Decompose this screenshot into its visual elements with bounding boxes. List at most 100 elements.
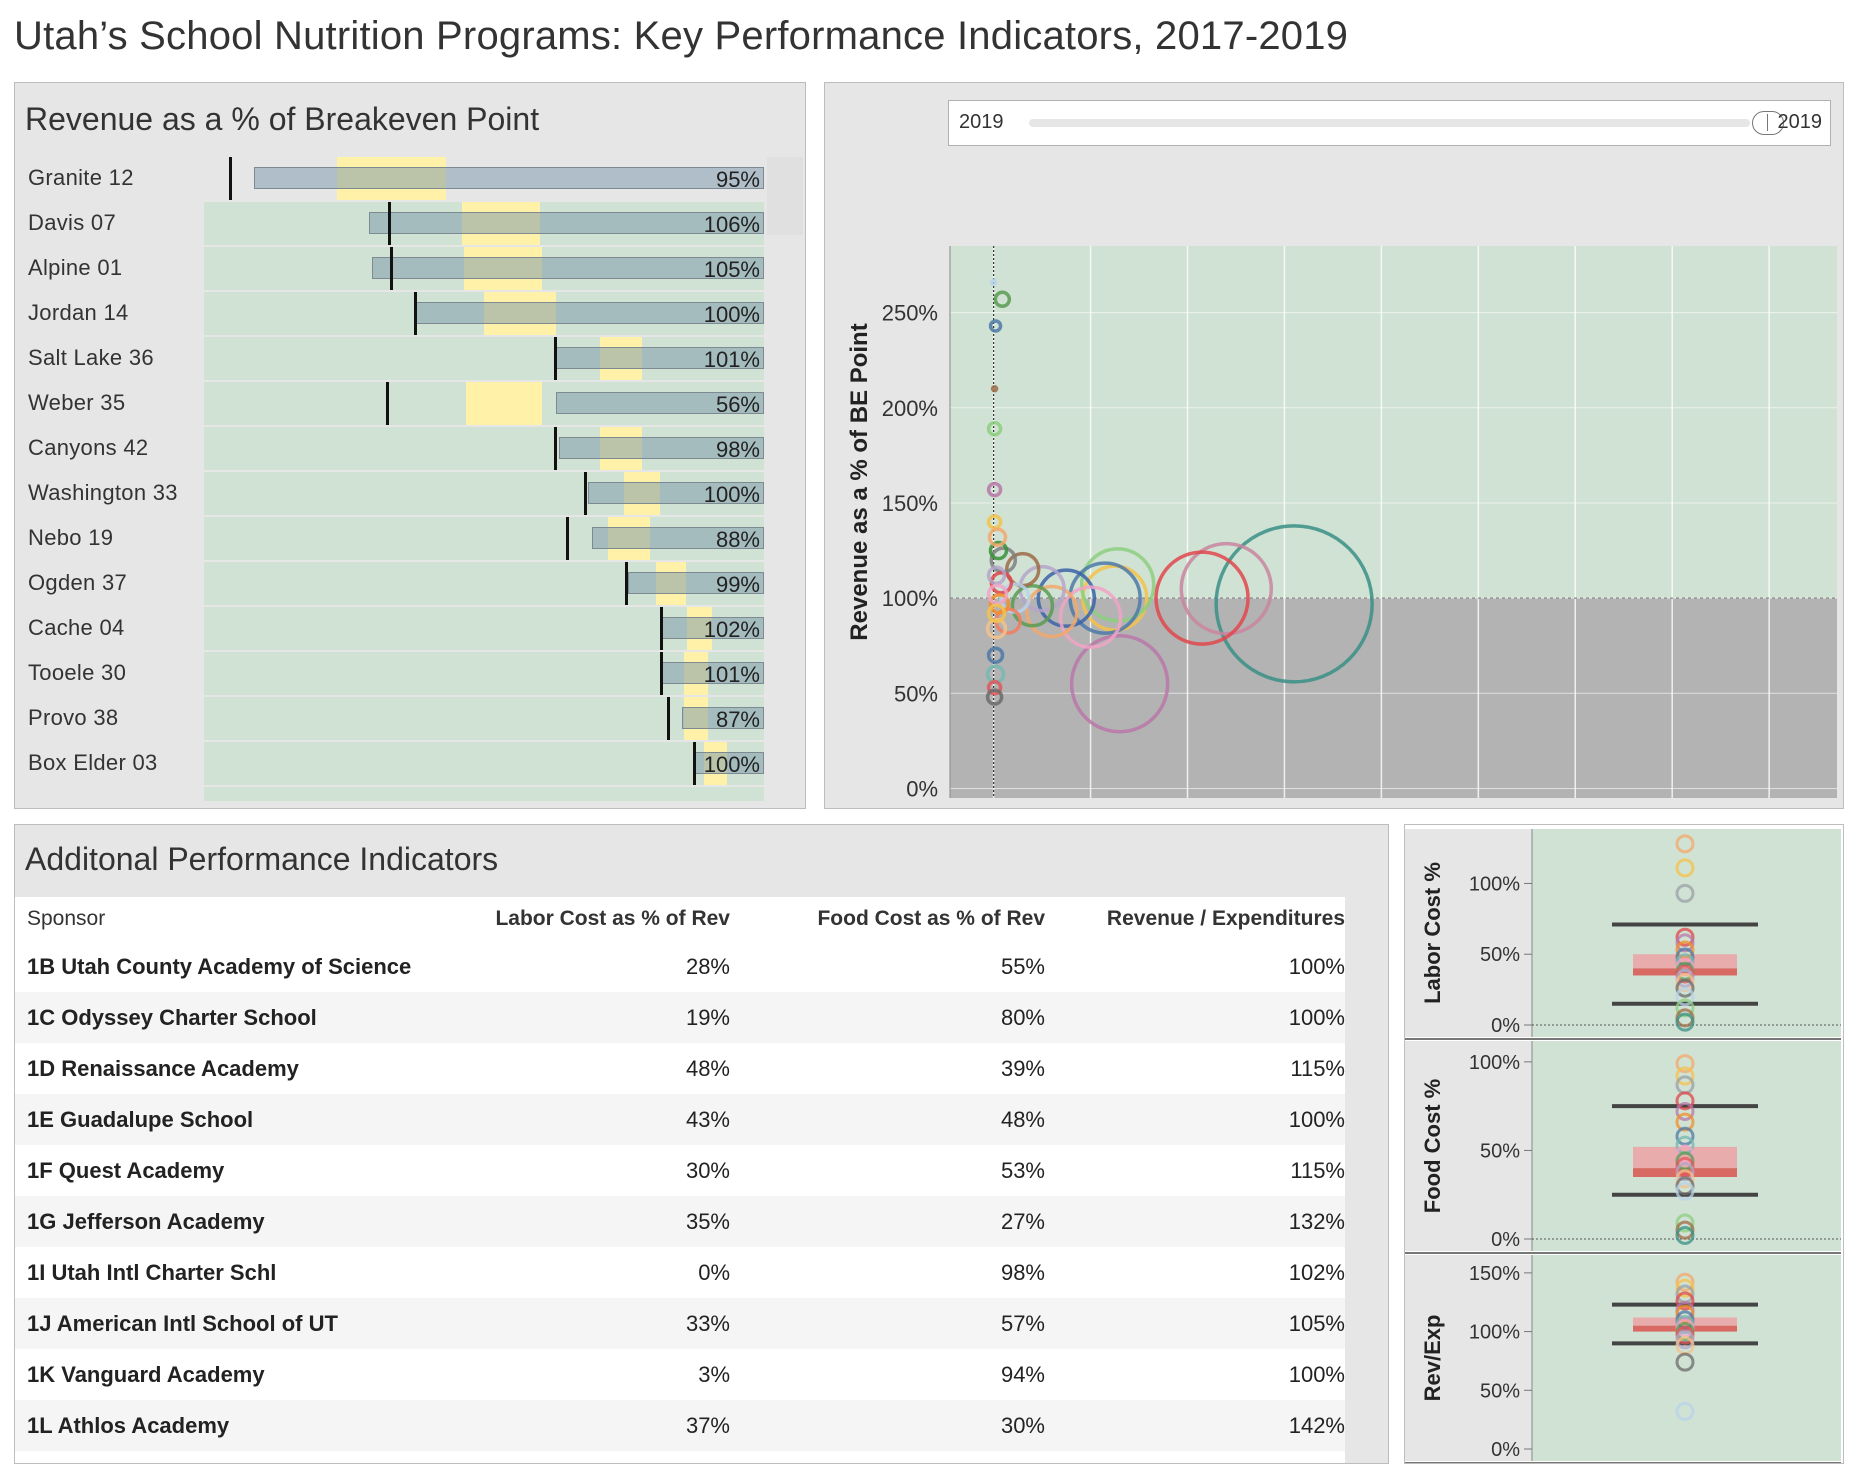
bullet-row-track: 102% — [204, 607, 764, 650]
bullet-row-label: Washington 33 — [28, 480, 178, 505]
y-tick-label: 0% — [906, 776, 938, 801]
bullet-reference-mark — [388, 202, 391, 245]
bullet-row-label: Salt Lake 36 — [28, 345, 154, 370]
metric-cell: 0% — [698, 1260, 730, 1285]
table-header-cell[interactable]: Sponsor — [27, 907, 106, 930]
table-row[interactable]: 1J American Intl School of UT 33% 57% 105% — [15, 1298, 1345, 1349]
bullet-value-label: 100% — [703, 482, 760, 507]
bullet-row[interactable]: Granite 12 95% — [15, 157, 805, 202]
bullet-row-label: Ogden 37 — [28, 570, 128, 595]
boxplots-chart: 0% 50% 100% Labor Cost % 0% 50% 100% Food Cost … — [1405, 829, 1841, 1463]
table-scrollbar[interactable] — [1345, 941, 1385, 991]
dashboard-title: Utah’s School Nutrition Programs: Key Pe… — [14, 14, 1349, 58]
scatter-chart: 0M10M20M30M40M50M60M70M80M0%50%100%150%2… — [846, 246, 1837, 801]
boxplot-point — [1675, 1091, 1695, 1111]
scatter-upper-region — [950, 246, 1837, 599]
bullet-row[interactable]: Canyons 42 98% — [15, 427, 805, 472]
bullet-bar — [588, 482, 764, 504]
scatter-point — [986, 583, 1009, 606]
table-row[interactable]: 1B Utah County Academy of Science 28% 55% 1… — [15, 941, 1345, 992]
scatter-point — [988, 593, 1011, 615]
boxplot-point — [1675, 1176, 1695, 1196]
table-header-cell[interactable]: Labor Cost as % of Rev — [495, 907, 730, 930]
bullet-reference-mark — [554, 337, 557, 380]
scatter-point — [1069, 634, 1170, 734]
bullet-row-track: 95% — [204, 157, 764, 200]
table-row[interactable]: 1L Athlos Academy 37% 30% 142% — [15, 1400, 1345, 1451]
bullet-row[interactable]: Jordan 14 100% — [15, 292, 805, 337]
bullet-row[interactable]: Washington 33 100% — [15, 472, 805, 517]
table-header-row: Sponsor Labor Cost as % of Rev Food Cost a… — [15, 897, 1345, 942]
metric-cell: 35% — [685, 1209, 730, 1234]
table-row[interactable]: 1I Utah Intl Charter Schl 0% 98% 102% — [15, 1247, 1345, 1298]
sponsor-cell: 1G Jefferson Academy — [27, 1209, 265, 1234]
bullet-row-label: Davis 07 — [28, 210, 116, 235]
boxplot-point — [1675, 927, 1695, 947]
table-row[interactable]: 1C Odyssey Charter School 19% 80% 100% — [15, 992, 1345, 1043]
boxplot-point — [1675, 1066, 1695, 1086]
bullet-bar — [254, 167, 764, 189]
table-header-cell[interactable]: Food Cost as % of Rev — [817, 907, 1045, 930]
table-header-cell[interactable]: Revenue / Expenditures — [1106, 907, 1345, 930]
bullet-row[interactable]: Nebo 19 88% — [15, 517, 805, 562]
bullet-reference-mark — [554, 427, 557, 470]
bullet-scrollbar[interactable] — [767, 157, 803, 235]
year-slider[interactable]: 2019 2019 — [948, 100, 1831, 146]
bullet-value-label: 100% — [703, 302, 760, 327]
sponsor-cell: 1B Utah County Academy of Science — [27, 954, 412, 979]
bullet-row[interactable]: Davis 07 106% — [15, 202, 805, 247]
scatter-point — [985, 617, 1008, 640]
scatter-panel: 2019 2019 0M10M20M30M40M50M60M70M80M0%50… — [824, 82, 1844, 809]
boxplot-tick-label: 100% — [1469, 873, 1520, 895]
y-tick-label: 50% — [894, 681, 938, 706]
boxplot-axis-label: Food Cost % — [1420, 1079, 1445, 1213]
bullet-reference-mark — [229, 157, 232, 200]
slider-end-label: 2019 — [1777, 111, 1823, 133]
bullet-target-band — [466, 382, 542, 425]
bullet-row[interactable]: Tooele 30 101% — [15, 652, 805, 697]
bullet-row-label: Box Elder 03 — [28, 750, 158, 775]
table-row[interactable]: 1D Renaissance Academy 48% 39% 115% — [15, 1043, 1345, 1094]
boxplot-point — [1675, 987, 1695, 1007]
metric-cell: 55% — [1000, 954, 1045, 979]
boxplot-point — [1675, 1352, 1695, 1372]
bullet-row-track: 105% — [204, 247, 764, 290]
boxplot-point — [1675, 1162, 1695, 1182]
table-row[interactable]: 1K Vanguard Academy 3% 94% 100% — [15, 1349, 1345, 1400]
y-tick-label: 100% — [882, 586, 938, 611]
metric-cell: 115% — [1290, 1056, 1345, 1081]
slider-handle[interactable] — [1752, 111, 1784, 135]
bullet-bar — [628, 572, 764, 594]
boxplot-axis-label: Rev/Exp — [1420, 1315, 1445, 1402]
bullet-value-label: 99% — [715, 572, 760, 597]
bullet-row[interactable]: Weber 35 56% — [15, 382, 805, 427]
bullet-reference-mark — [660, 607, 663, 650]
boxplot-tick-label: 0% — [1491, 1015, 1520, 1037]
bullet-bar — [682, 707, 764, 729]
metric-cell: 105% — [1288, 1311, 1345, 1336]
boxplot-label-area — [1405, 829, 1532, 1037]
table-row[interactable]: 1F Quest Academy 30% 53% 115% — [15, 1145, 1345, 1196]
boxplot-tick-label: 0% — [1491, 1229, 1520, 1251]
metric-cell: 53% — [1000, 1158, 1045, 1183]
scatter-point — [985, 688, 1004, 706]
table-row[interactable]: 1E Guadalupe School 43% 48% 100% — [15, 1094, 1345, 1145]
bullet-reference-mark — [566, 517, 569, 560]
bullet-row[interactable]: Cache 04 102% — [15, 607, 805, 652]
bullet-row[interactable]: Ogden 37 99% — [15, 562, 805, 607]
sponsor-cell: 1J American Intl School of UT — [27, 1311, 338, 1336]
slider-start-label: 2019 — [959, 111, 1004, 133]
bullet-row-label: Provo 38 — [28, 705, 119, 730]
scatter-point — [1010, 584, 1055, 628]
bullet-row[interactable]: Box Elder 03 100% — [15, 742, 805, 787]
table-row-partial — [15, 1451, 1345, 1463]
bullet-row[interactable]: Alpine 01 105% — [15, 247, 805, 292]
boxplot-tick-label: 100% — [1469, 1322, 1520, 1344]
bullet-row[interactable]: Provo 38 87% — [15, 697, 805, 742]
bullet-bar — [559, 437, 764, 459]
boxplot-point — [1675, 883, 1695, 903]
bullet-reference-mark — [386, 382, 389, 425]
slider-track[interactable] — [1029, 119, 1750, 127]
table-row[interactable]: 1G Jefferson Academy 35% 27% 132% — [15, 1196, 1345, 1247]
bullet-row[interactable]: Salt Lake 36 101% — [15, 337, 805, 382]
